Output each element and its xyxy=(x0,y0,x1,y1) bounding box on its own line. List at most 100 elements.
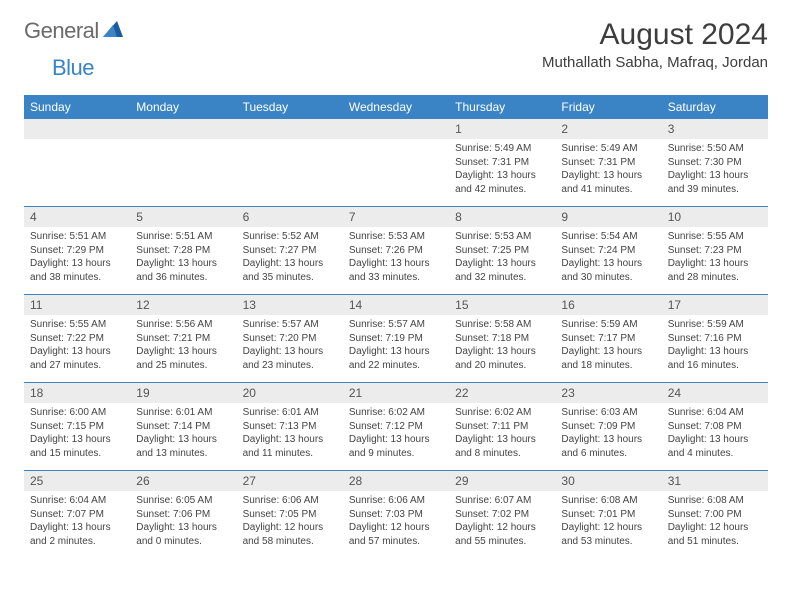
cell-line-daylight2: and 36 minutes. xyxy=(136,271,230,285)
cell-line-daylight2: and 8 minutes. xyxy=(455,447,549,461)
cell-line-daylight2: and 9 minutes. xyxy=(349,447,443,461)
day-cell: Sunrise: 5:50 AMSunset: 7:30 PMDaylight:… xyxy=(662,139,768,206)
cell-line-daylight2: and 41 minutes. xyxy=(561,183,655,197)
cell-line-sunrise: Sunrise: 5:57 AM xyxy=(349,318,443,332)
date-row: 18192021222324 xyxy=(24,382,768,403)
cell-line-sunset: Sunset: 7:23 PM xyxy=(668,244,762,258)
cell-line-sunset: Sunset: 7:18 PM xyxy=(455,332,549,346)
day-cell: Sunrise: 6:06 AMSunset: 7:03 PMDaylight:… xyxy=(343,491,449,558)
cell-line-daylight1: Daylight: 13 hours xyxy=(349,345,443,359)
cell-line-daylight2: and 15 minutes. xyxy=(30,447,124,461)
cell-line-sunrise: Sunrise: 6:04 AM xyxy=(668,406,762,420)
date-number: 30 xyxy=(555,471,661,491)
day-cell: Sunrise: 6:02 AMSunset: 7:11 PMDaylight:… xyxy=(449,403,555,470)
cell-line-daylight1: Daylight: 13 hours xyxy=(561,169,655,183)
cell-line-daylight1: Daylight: 13 hours xyxy=(136,345,230,359)
date-number: 16 xyxy=(555,295,661,315)
date-number: 17 xyxy=(662,295,768,315)
cell-line-sunrise: Sunrise: 6:03 AM xyxy=(561,406,655,420)
cell-line-sunset: Sunset: 7:07 PM xyxy=(30,508,124,522)
cell-line-daylight2: and 25 minutes. xyxy=(136,359,230,373)
cell-line-sunset: Sunset: 7:22 PM xyxy=(30,332,124,346)
month-title: August 2024 xyxy=(542,18,768,52)
location: Muthallath Sabha, Mafraq, Jordan xyxy=(542,54,768,71)
cell-line-daylight2: and 33 minutes. xyxy=(349,271,443,285)
cell-line-daylight1: Daylight: 13 hours xyxy=(668,169,762,183)
cell-line-sunrise: Sunrise: 5:59 AM xyxy=(561,318,655,332)
cell-line-sunrise: Sunrise: 5:59 AM xyxy=(668,318,762,332)
cell-line-daylight1: Daylight: 13 hours xyxy=(243,345,337,359)
date-number xyxy=(343,119,449,139)
day-cell: Sunrise: 6:08 AMSunset: 7:01 PMDaylight:… xyxy=(555,491,661,558)
cell-line-sunrise: Sunrise: 5:51 AM xyxy=(136,230,230,244)
date-number: 14 xyxy=(343,295,449,315)
cell-line-sunset: Sunset: 7:00 PM xyxy=(668,508,762,522)
day-cell: Sunrise: 6:01 AMSunset: 7:14 PMDaylight:… xyxy=(130,403,236,470)
cell-line-sunrise: Sunrise: 6:07 AM xyxy=(455,494,549,508)
cell-line-daylight1: Daylight: 13 hours xyxy=(455,257,549,271)
day-cell: Sunrise: 6:03 AMSunset: 7:09 PMDaylight:… xyxy=(555,403,661,470)
date-number: 2 xyxy=(555,119,661,139)
cell-line-sunrise: Sunrise: 5:53 AM xyxy=(349,230,443,244)
calendar: Sunday Monday Tuesday Wednesday Thursday… xyxy=(24,95,768,558)
day-cell: Sunrise: 5:56 AMSunset: 7:21 PMDaylight:… xyxy=(130,315,236,382)
cell-line-sunrise: Sunrise: 5:57 AM xyxy=(243,318,337,332)
day-cell: Sunrise: 5:59 AMSunset: 7:17 PMDaylight:… xyxy=(555,315,661,382)
cell-line-sunset: Sunset: 7:11 PM xyxy=(455,420,549,434)
date-number: 29 xyxy=(449,471,555,491)
day-cell: Sunrise: 5:54 AMSunset: 7:24 PMDaylight:… xyxy=(555,227,661,294)
day-cell: Sunrise: 6:00 AMSunset: 7:15 PMDaylight:… xyxy=(24,403,130,470)
cell-line-sunrise: Sunrise: 5:56 AM xyxy=(136,318,230,332)
cell-line-sunrise: Sunrise: 5:50 AM xyxy=(668,142,762,156)
cell-line-daylight2: and 18 minutes. xyxy=(561,359,655,373)
day-cell: Sunrise: 5:49 AMSunset: 7:31 PMDaylight:… xyxy=(555,139,661,206)
cell-line-daylight2: and 20 minutes. xyxy=(455,359,549,373)
cell-line-daylight2: and 22 minutes. xyxy=(349,359,443,373)
day-cell: Sunrise: 5:57 AMSunset: 7:19 PMDaylight:… xyxy=(343,315,449,382)
day-cell: Sunrise: 6:05 AMSunset: 7:06 PMDaylight:… xyxy=(130,491,236,558)
day-header-thursday: Thursday xyxy=(449,95,555,119)
cell-line-daylight1: Daylight: 13 hours xyxy=(30,433,124,447)
logo-triangle-icon xyxy=(103,21,123,42)
cell-line-daylight1: Daylight: 13 hours xyxy=(136,521,230,535)
date-number: 22 xyxy=(449,383,555,403)
cell-line-sunrise: Sunrise: 5:49 AM xyxy=(561,142,655,156)
cell-line-daylight1: Daylight: 13 hours xyxy=(455,345,549,359)
cell-line-sunset: Sunset: 7:01 PM xyxy=(561,508,655,522)
cell-line-daylight1: Daylight: 13 hours xyxy=(243,433,337,447)
content-row: Sunrise: 6:00 AMSunset: 7:15 PMDaylight:… xyxy=(24,403,768,470)
day-cell xyxy=(237,139,343,206)
day-cell: Sunrise: 5:57 AMSunset: 7:20 PMDaylight:… xyxy=(237,315,343,382)
cell-line-sunset: Sunset: 7:08 PM xyxy=(668,420,762,434)
cell-line-sunset: Sunset: 7:28 PM xyxy=(136,244,230,258)
day-cell: Sunrise: 6:06 AMSunset: 7:05 PMDaylight:… xyxy=(237,491,343,558)
day-header-tuesday: Tuesday xyxy=(237,95,343,119)
logo-text-general: General xyxy=(24,18,99,44)
day-headers-row: Sunday Monday Tuesday Wednesday Thursday… xyxy=(24,95,768,119)
date-number: 1 xyxy=(449,119,555,139)
cell-line-sunrise: Sunrise: 6:05 AM xyxy=(136,494,230,508)
cell-line-daylight1: Daylight: 13 hours xyxy=(349,257,443,271)
day-cell xyxy=(24,139,130,206)
logo: General xyxy=(24,18,125,44)
cell-line-daylight1: Daylight: 12 hours xyxy=(455,521,549,535)
cell-line-sunrise: Sunrise: 5:55 AM xyxy=(30,318,124,332)
day-cell: Sunrise: 5:59 AMSunset: 7:16 PMDaylight:… xyxy=(662,315,768,382)
content-row: Sunrise: 5:49 AMSunset: 7:31 PMDaylight:… xyxy=(24,139,768,206)
cell-line-sunrise: Sunrise: 6:02 AM xyxy=(349,406,443,420)
cell-line-sunrise: Sunrise: 5:52 AM xyxy=(243,230,337,244)
cell-line-daylight1: Daylight: 13 hours xyxy=(136,257,230,271)
cell-line-sunset: Sunset: 7:14 PM xyxy=(136,420,230,434)
day-cell: Sunrise: 6:02 AMSunset: 7:12 PMDaylight:… xyxy=(343,403,449,470)
cell-line-sunrise: Sunrise: 5:51 AM xyxy=(30,230,124,244)
cell-line-sunset: Sunset: 7:27 PM xyxy=(243,244,337,258)
day-cell: Sunrise: 5:58 AMSunset: 7:18 PMDaylight:… xyxy=(449,315,555,382)
cell-line-sunset: Sunset: 7:16 PM xyxy=(668,332,762,346)
date-number: 5 xyxy=(130,207,236,227)
cell-line-sunset: Sunset: 7:24 PM xyxy=(561,244,655,258)
cell-line-daylight1: Daylight: 12 hours xyxy=(561,521,655,535)
date-number xyxy=(237,119,343,139)
cell-line-daylight2: and 57 minutes. xyxy=(349,535,443,549)
date-number: 4 xyxy=(24,207,130,227)
cell-line-daylight1: Daylight: 13 hours xyxy=(349,433,443,447)
